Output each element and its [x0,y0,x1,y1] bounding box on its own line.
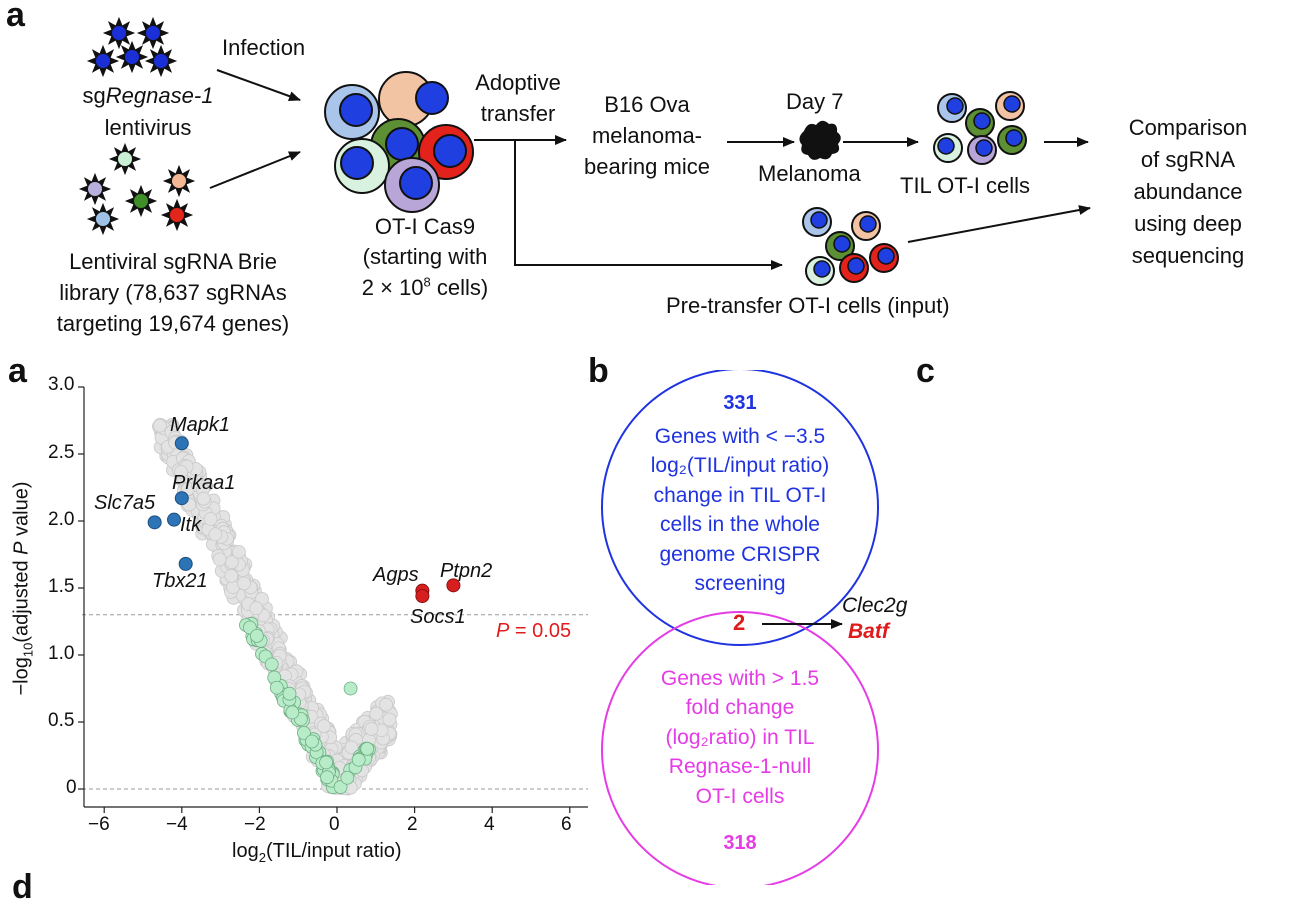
green-gene-point [305,734,319,749]
gene-point [174,464,188,479]
green-gene-point [264,657,279,672]
point-prkaa1 [174,491,189,506]
venn-top-count: 331 [723,392,757,414]
gene-label-mapk1: Mapk1 [170,414,231,436]
melanoma-icon [799,120,841,160]
point-itk [167,512,182,527]
x-tick-label: 6 [561,814,572,835]
venn-diagram [601,370,879,885]
point-socs1 [415,589,430,604]
gene-point [369,706,384,721]
venn-circle-crispr [601,370,879,646]
y-axis-title: −log10(adjusted P value) [10,481,36,696]
library-label: Lentiviral sgRNA Brie library (78,637 sg… [56,249,290,337]
gene-point [203,512,218,526]
point-tbx21 [178,556,193,571]
x-axis-title: log2(TIL/input ratio) [232,840,402,865]
ot-i-cas9-label: OT-I Cas9 (starting with 2 × 108 cells) [361,214,489,300]
gene-point [364,722,379,736]
adoptive-transfer-label: Adoptive transfer [475,70,561,126]
panel-letter-c: c [916,352,935,390]
panel-letter-a-volcano: a [8,352,27,390]
pre-transfer-label: Pre-transfer OT-I cells (input) [666,293,950,318]
x-tick-label: −4 [166,814,188,835]
venn-circle-regnase [601,611,879,885]
y-tick-label: 0.5 [48,710,75,731]
pre-transfer-cells [802,207,899,286]
green-gene-point [343,681,358,696]
y-tick-label: 2.5 [48,442,75,463]
green-gene-point [285,705,300,720]
til-ot-i-label: TIL OT-I cells [900,173,1030,198]
y-tick-label: 0 [66,777,77,798]
x-tick-label: 2 [407,814,418,835]
gene-point [231,544,246,559]
mice-label: B16 Ova melanoma- bearing mice [584,92,710,179]
green-gene-point [282,686,297,701]
gene-point [382,712,397,727]
gene-label-slc7a5: Slc7a5 [94,492,156,514]
gene-point [249,601,264,616]
venn-bottom-count: 318 [723,832,757,854]
gene-point [379,697,393,712]
x-tick-label: 0 [329,814,340,835]
green-gene-point [360,741,375,756]
p-threshold-label: P = 0.05 [496,620,572,642]
gene-point [152,418,167,433]
y-tick-label: 1.5 [48,576,75,597]
gene-point [316,719,331,733]
gene-point [212,552,227,567]
x-tick-label: 4 [484,814,495,835]
schematic-diagram [78,16,1091,286]
gene-label-tbx21: Tbx21 [152,570,208,592]
gene-label-itk: Itk [180,514,202,536]
gene-label-socs1: Socs1 [410,606,466,628]
panel-letter-a-top: a [6,0,25,34]
venn-bottom-description: Genes with > 1.5 fold change (log₂ratio)… [660,667,820,808]
gene-label-ptpn2: Ptpn2 [440,560,493,582]
green-gene-point [351,752,366,767]
day-7-label: Day 7 [786,89,844,114]
gene-point [224,568,239,583]
out-gene-clec2g: Clec2g [842,594,908,617]
gene-point [208,527,223,542]
out-gene-batf: Batf [848,620,889,643]
green-gene-point [340,770,355,785]
y-tick-label: 2.0 [48,509,75,530]
gene-label-prkaa1: Prkaa1 [172,472,236,494]
y-tick-label: 3.0 [48,374,75,395]
green-gene-point [297,726,311,740]
ot-i-cas9-cells [324,71,474,213]
panel-letter-b: b [588,352,609,390]
point-ptpn2 [446,578,461,593]
gene-label-agps: Agps [373,564,419,586]
infection-label: Infection [222,35,306,60]
point-mapk1 [174,436,189,451]
venn-top-description: Genes with < −3.5 log₂(TIL/input ratio) … [650,425,830,595]
green-gene-point [319,755,333,770]
point-slc7a5 [147,515,162,530]
regnase-lentivirus-label: sgRegnase-1 lentivirus [82,83,214,140]
regnase-virus-cluster [86,16,178,78]
comparison-label: Comparison of sgRNA abundance using deep… [1128,115,1248,268]
venn-overlap-count: 2 [733,610,746,635]
volcano-plot [78,386,588,813]
til-ot-i-cells [933,91,1027,165]
green-gene-point [249,628,264,643]
gene-point [237,576,251,591]
green-gene-point [269,680,284,695]
x-tick-label: −2 [244,814,266,835]
green-gene-point [333,780,348,794]
library-virus-cluster [78,142,196,236]
green-gene-point [320,770,334,785]
y-tick-label: 1.0 [48,643,75,664]
gene-point [196,491,211,506]
gene-point [344,740,359,755]
x-tick-label: −6 [88,814,110,835]
melanoma-label: Melanoma [758,161,861,186]
